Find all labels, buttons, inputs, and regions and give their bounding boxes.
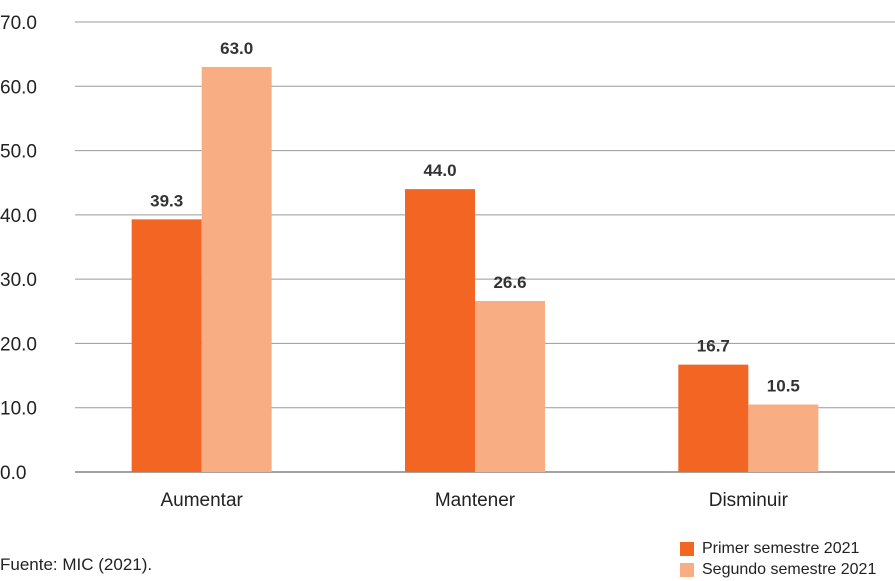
y-tick-label: 50.0: [0, 142, 37, 163]
bar: [475, 301, 545, 472]
y-tick-label: 70.0: [0, 13, 37, 34]
x-category-label: Mantener: [435, 490, 516, 511]
source-note: Fuente: MIC (2021).: [0, 555, 153, 574]
y-tick-label: 20.0: [0, 334, 37, 355]
legend-swatch-series-2: [680, 562, 694, 577]
data-label: 39.3: [150, 191, 183, 210]
x-category-label: Disminuir: [709, 490, 789, 511]
data-label: 16.7: [697, 337, 730, 356]
bar-chart: 0.0 10.0 20.0 30.0 40.0 50.0 60.0 70.0 39.3 63.0 A…: [0, 13, 895, 511]
data-label: 44.0: [423, 161, 456, 180]
legend-item-series-2: Segundo semestre 2021: [680, 559, 876, 580]
bar: [748, 404, 819, 472]
data-label: 63.0: [220, 39, 253, 58]
bar: [201, 67, 272, 472]
y-tick-label: 30.0: [0, 270, 37, 291]
y-tick-label: 60.0: [0, 77, 37, 98]
legend-label-series-1: Primer semestre 2021: [702, 539, 860, 557]
data-label: 26.6: [493, 273, 526, 292]
legend: Primer semestre 2021 Segundo semestre 20…: [680, 538, 876, 580]
legend-label-series-2: Segundo semestre 2021: [702, 560, 877, 578]
bar: [131, 219, 202, 472]
x-category-label: Aumentar: [160, 490, 243, 511]
legend-swatch-series-1: [680, 541, 694, 556]
bar: [678, 364, 749, 472]
data-label: 10.5: [767, 377, 800, 396]
bar: [405, 189, 475, 472]
legend-item-series-1: Primer semestre 2021: [680, 538, 876, 559]
y-tick-label: 40.0: [0, 206, 37, 227]
y-tick-label: 10.0: [0, 399, 37, 420]
y-tick-label: 0.0: [0, 463, 26, 484]
